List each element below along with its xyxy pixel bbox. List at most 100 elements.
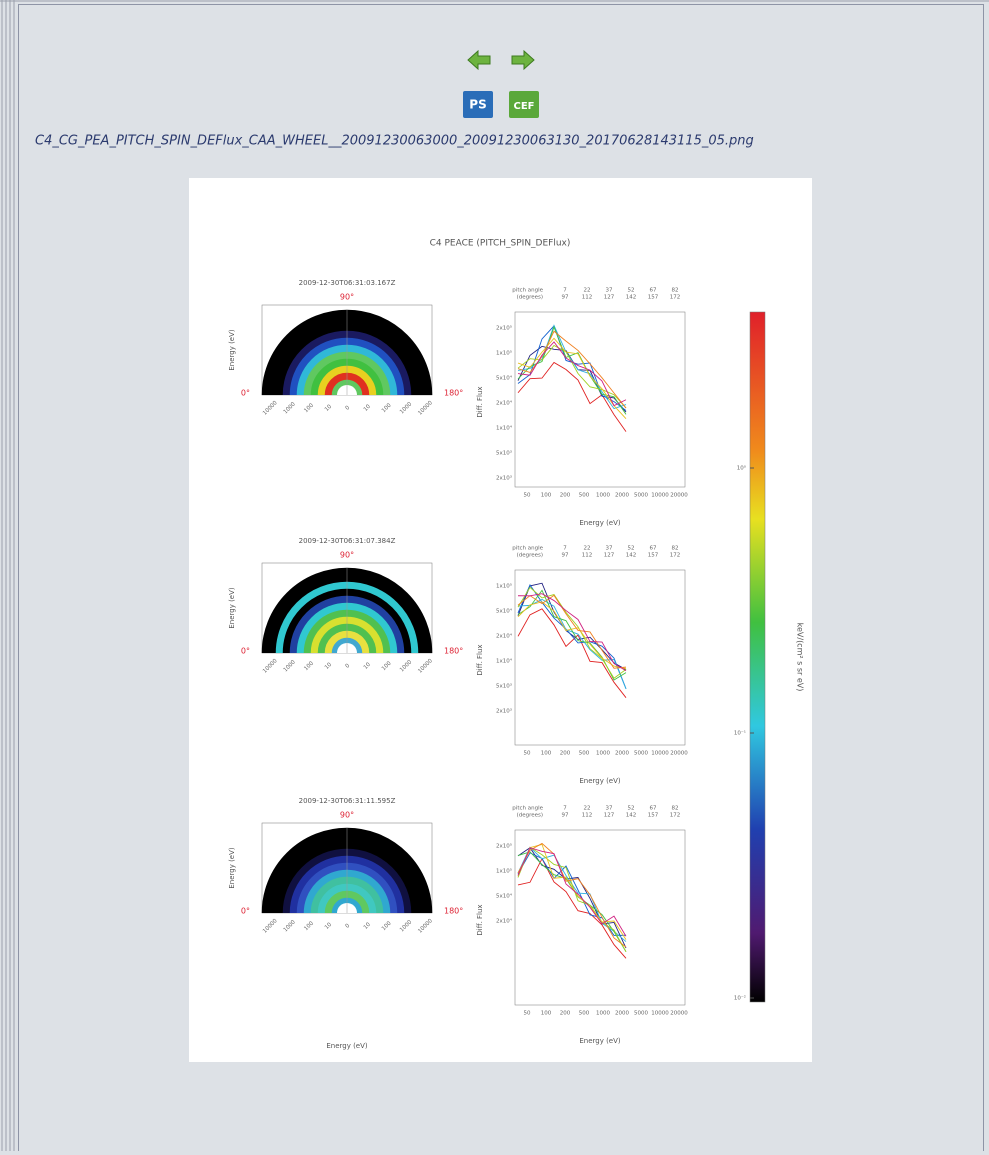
legend-title: (degrees) [517,553,543,559]
flux-xlabel: Energy (eV) [579,1037,621,1045]
flux-ytick-label: 5x10³ [496,450,512,457]
panel-time: 2009-12-30T06:31:11.595Z [299,797,396,805]
angle-left: 0° [241,647,250,656]
legend-angle: 112 [582,553,593,559]
legend-angle: 142 [626,813,637,819]
flux-ytick-label: 5x10⁴ [496,893,513,900]
legend-angle: 67 [650,546,657,552]
flux-tick-label: 2000 [615,493,629,499]
colorbar-label: keV/(cm² s sr eV) [796,623,805,692]
flux-ytick-label: 1x10⁵ [496,583,512,590]
flux-tick-label: 5000 [634,751,648,757]
legend-title: (degrees) [517,295,543,301]
figure-title: C4 PEACE (PITCH_SPIN_DEFlux) [430,239,571,249]
legend-angle: 127 [604,295,615,301]
legend-angle: 52 [628,546,635,552]
flux-tick-label: 100 [541,493,552,499]
flux-ytick-label: 2x10⁴ [496,400,513,407]
angle-top: 90° [340,811,354,820]
angle-right: 180° [444,647,463,656]
screen: PS CEF C4_CG_PEA_PITCH_SPIN_DEFlux_CAA_W… [0,0,989,1151]
cef-label: CEF [513,101,534,112]
legend-angle: 37 [606,806,613,812]
angle-right: 180° [444,907,463,916]
angle-top: 90° [340,293,354,302]
legend-angle: 22 [584,288,591,294]
flux-tick-label: 50 [524,751,531,757]
colorbar-tick-label: 10⁻² [734,995,746,1002]
flux-tick-label: 200 [560,751,571,757]
flux-ytick-label: 1x10⁴ [496,425,513,432]
flux-ytick-label: 1x10⁴ [496,658,513,665]
flux-tick-label: 2000 [615,1011,629,1017]
flux-tick-label: 100 [541,1011,552,1017]
flux-tick-label: 10000 [651,751,669,757]
flux-tick-label: 5000 [634,1011,648,1017]
flux-ylabel: Diff. Flux [476,386,484,417]
flux-ytick-label: 2x10³ [496,475,512,482]
legend-angle: 157 [648,813,659,819]
flux-tick-label: 5000 [634,493,648,499]
flux-tick-label: 200 [560,1011,571,1017]
flux-ytick-label: 2x10⁴ [496,633,513,640]
legend-title: pitch angle [512,806,543,812]
legend-angle: 97 [562,813,569,819]
panel-time: 2009-12-30T06:31:07.384Z [299,537,396,545]
legend-title: pitch angle [512,288,543,294]
flux-tick-label: 1000 [596,1011,610,1017]
legend-angle: 157 [648,295,659,301]
legend-angle: 97 [562,553,569,559]
legend-angle: 7 [563,546,567,552]
flux-tick-label: 2000 [615,751,629,757]
ps-label: PS [469,98,486,112]
flux-ytick-label: 1x10⁵ [496,350,512,357]
flux-tick-label: 1000 [596,751,610,757]
flux-ytick-label: 2x10⁴ [496,918,513,925]
legend-angle: 7 [563,288,567,294]
colorbar [750,312,765,1002]
legend-angle: 37 [606,288,613,294]
legend-angle: 112 [582,813,593,819]
legend-angle: 142 [626,553,637,559]
flux-tick-label: 500 [579,751,590,757]
flux-ytick-label: 1x10⁵ [496,868,512,875]
flux-ytick-label: 5x10⁴ [496,375,513,382]
legend-angle: 127 [604,553,615,559]
legend-angle: 22 [584,806,591,812]
cef-button[interactable]: CEF [509,91,539,118]
legend-angle: 67 [650,806,657,812]
flux-tick-label: 20000 [670,493,688,499]
flux-tick-label: 50 [524,493,531,499]
flux-ytick-label: 2x10⁵ [496,843,512,850]
legend-angle: 172 [670,295,681,301]
legend-angle: 7 [563,806,567,812]
panel-time: 2009-12-30T06:31:03.167Z [299,279,396,287]
flux-ytick-label: 2x10⁵ [496,325,512,332]
flux-ylabel: Diff. Flux [476,644,484,675]
ps-button[interactable]: PS [463,91,493,118]
page: PS CEF C4_CG_PEA_PITCH_SPIN_DEFlux_CAA_W… [0,0,989,1151]
flux-ytick-label: 5x10⁴ [496,608,513,615]
legend-angle: 157 [648,553,659,559]
legend-angle: 52 [628,806,635,812]
colorbar-tick-label: 10⁰ [737,465,747,472]
flux-xlabel: Energy (eV) [579,519,621,527]
filename: C4_CG_PEA_PITCH_SPIN_DEFlux_CAA_WHEEL__2… [35,134,754,149]
wheel-ylabel: Energy (eV) [228,847,236,889]
flux-tick-label: 100 [541,751,552,757]
legend-angle: 22 [584,546,591,552]
legend-title: pitch angle [512,546,543,552]
angle-left: 0° [241,389,250,398]
legend-angle: 82 [672,288,679,294]
legend-angle: 52 [628,288,635,294]
legend-title: (degrees) [517,813,543,819]
legend-angle: 82 [672,546,679,552]
legend-angle: 112 [582,295,593,301]
flux-tick-label: 10000 [651,1011,669,1017]
flux-ytick-label: 2x10³ [496,708,512,715]
flux-tick-label: 20000 [670,751,688,757]
wheel-xlabel: Energy (eV) [326,1042,368,1050]
legend-angle: 37 [606,546,613,552]
legend-angle: 172 [670,553,681,559]
flux-tick-label: 200 [560,493,571,499]
